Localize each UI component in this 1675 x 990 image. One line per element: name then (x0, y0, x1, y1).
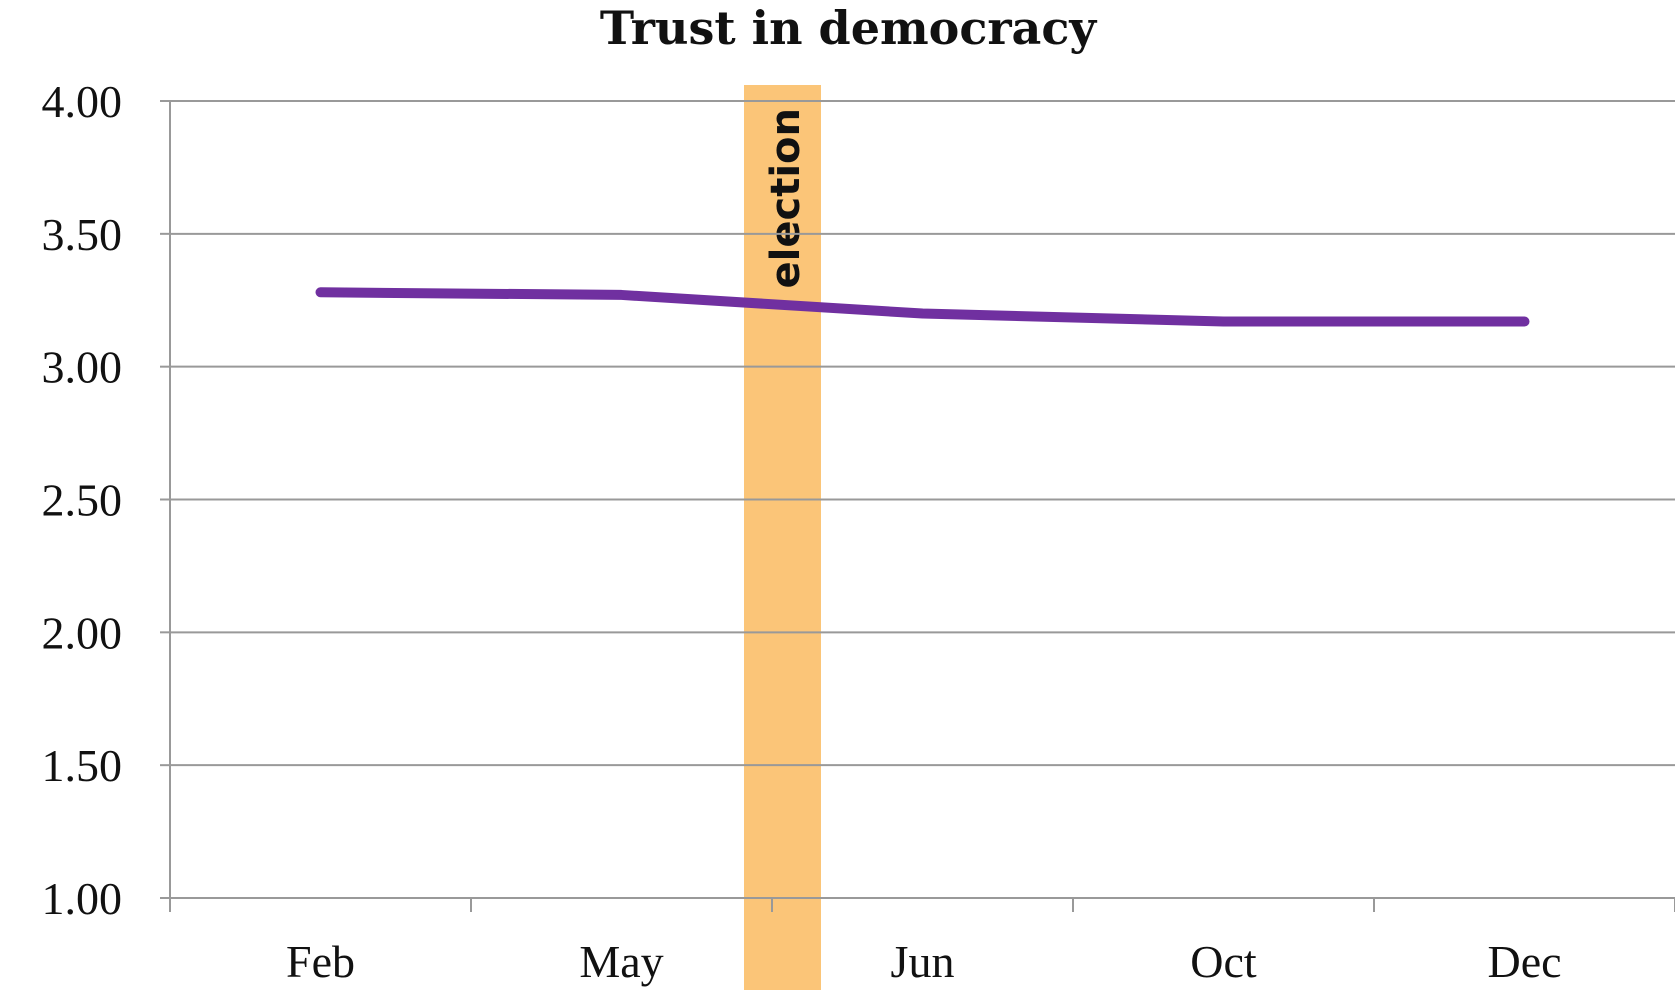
x-tick-label: Feb (286, 936, 355, 987)
data-point (1223, 321, 1224, 323)
x-tick-label: May (579, 936, 663, 987)
y-tick-labels: 1.00 1.50 2.00 2.50 3.00 3.50 4.00 (42, 76, 123, 924)
y-tick-label: 1.00 (42, 873, 123, 924)
election-label: election (763, 108, 809, 288)
election-band (744, 85, 821, 990)
y-tick-label: 3.50 (42, 209, 123, 260)
data-point (922, 313, 923, 315)
y-tick-label: 2.00 (42, 607, 123, 658)
axes (160, 101, 1675, 899)
gridlines (160, 100, 1675, 899)
x-tick-label: Oct (1190, 936, 1257, 987)
y-tick-label: 1.50 (42, 740, 123, 791)
y-tick-label: 4.00 (42, 76, 123, 127)
annotation-layer: election (744, 85, 821, 990)
data-point (320, 291, 321, 293)
x-tick-label: Jun (891, 936, 955, 987)
x-tick-labels: Feb May Jun Oct Dec (169, 898, 1675, 987)
series-layer (315, 287, 1530, 327)
x-tick-label: Dec (1487, 936, 1561, 987)
data-point (621, 294, 622, 296)
series-line (315, 287, 1530, 327)
data-point (1524, 321, 1525, 323)
chart-title: Trust in democracy (600, 1, 1098, 55)
y-tick-label: 2.50 (42, 475, 123, 526)
y-tick-label: 3.00 (42, 342, 123, 393)
